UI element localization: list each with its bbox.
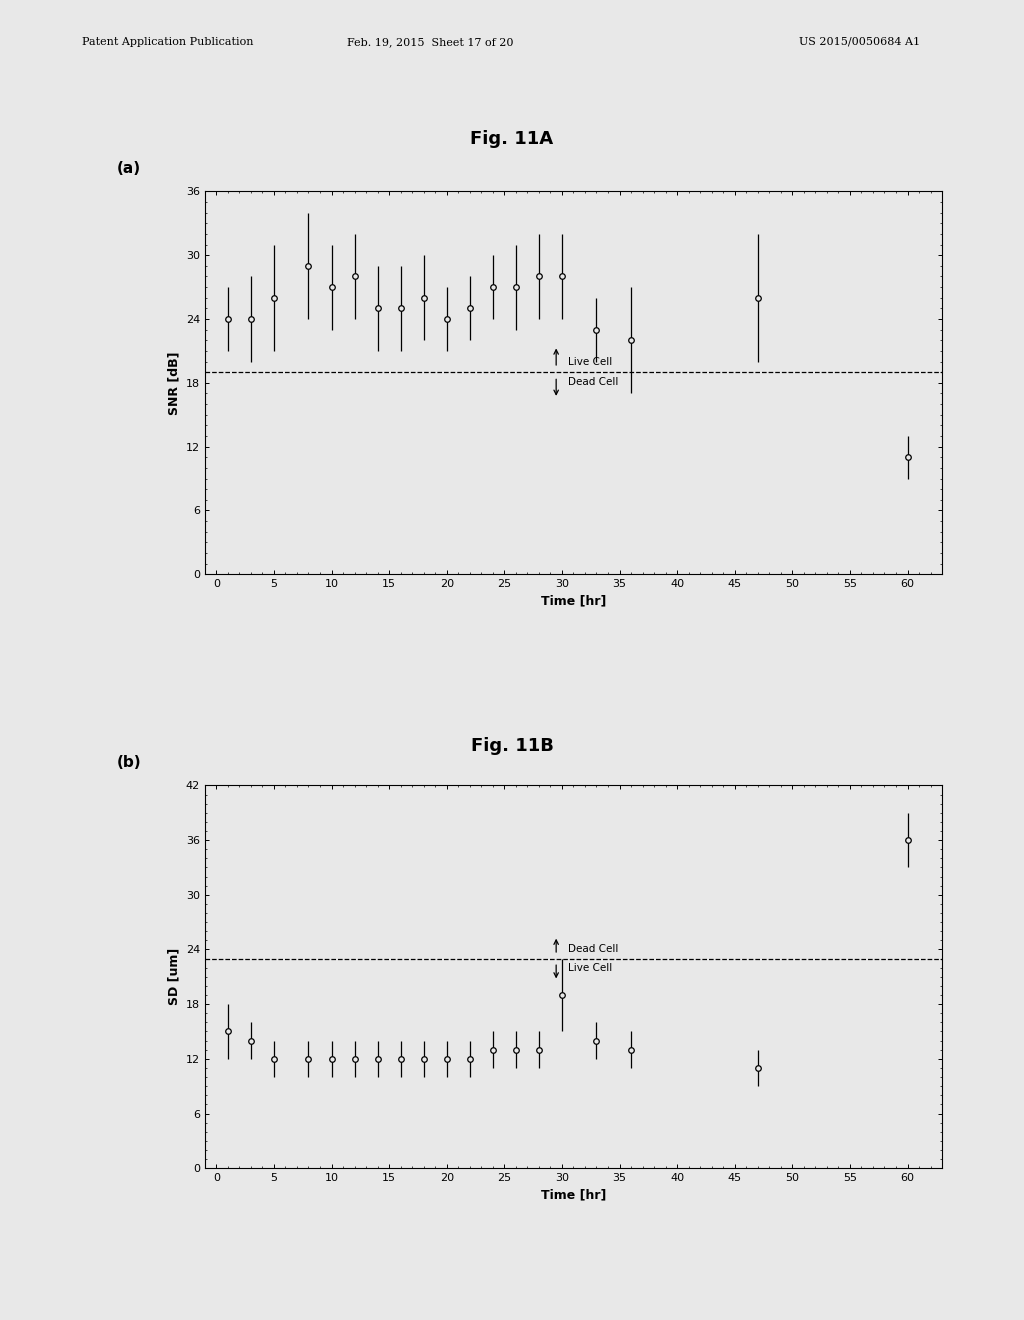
Y-axis label: SD [um]: SD [um]: [167, 948, 180, 1006]
Text: Feb. 19, 2015  Sheet 17 of 20: Feb. 19, 2015 Sheet 17 of 20: [347, 37, 513, 48]
Text: Live Cell: Live Cell: [567, 964, 612, 973]
X-axis label: Time [hr]: Time [hr]: [541, 1188, 606, 1201]
Text: Dead Cell: Dead Cell: [567, 378, 618, 388]
Text: (a): (a): [117, 161, 140, 176]
Text: Fig. 11B: Fig. 11B: [471, 737, 553, 755]
Text: Live Cell: Live Cell: [567, 356, 612, 367]
Text: Dead Cell: Dead Cell: [567, 944, 618, 954]
X-axis label: Time [hr]: Time [hr]: [541, 594, 606, 607]
Text: (b): (b): [117, 755, 141, 770]
Text: US 2015/0050684 A1: US 2015/0050684 A1: [799, 37, 920, 48]
Text: Patent Application Publication: Patent Application Publication: [82, 37, 253, 48]
Y-axis label: SNR [dB]: SNR [dB]: [167, 351, 180, 414]
Text: Fig. 11A: Fig. 11A: [470, 129, 554, 148]
